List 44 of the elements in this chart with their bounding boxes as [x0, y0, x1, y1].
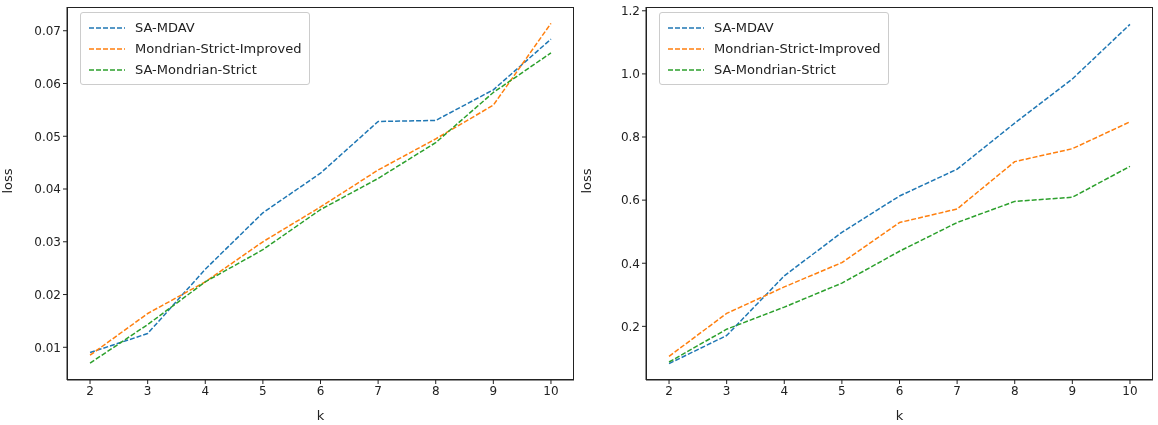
- y-tick-label: 0.2: [620, 319, 640, 334]
- x-tick-label: 6: [895, 383, 904, 398]
- x-axis-title: k: [316, 408, 325, 423]
- x-tick-label: 6: [316, 383, 325, 398]
- x-tick-label: 8: [1010, 383, 1019, 398]
- y-tick-label: 0.06: [34, 76, 61, 91]
- y-tick-label: 0.04: [34, 182, 61, 197]
- y-axis-title: loss: [578, 168, 594, 194]
- x-tick-label: 4: [201, 383, 210, 398]
- x-tick-label: 4: [780, 383, 789, 398]
- line-series: [668, 165, 1131, 363]
- y-tick-label: 0.8: [620, 130, 640, 145]
- y-tick-label: 0.01: [34, 340, 61, 355]
- line-series: [668, 121, 1131, 358]
- y-tick-label: 0.03: [34, 235, 61, 250]
- x-tick-label: 10: [543, 383, 559, 398]
- x-tick-label: 7: [953, 383, 961, 398]
- x-tick-label: 2: [665, 383, 673, 398]
- x-tick-label: 10: [1122, 383, 1138, 398]
- y-tick-label: 1.2: [620, 4, 640, 19]
- x-tick-label: 3: [143, 383, 152, 398]
- x-tick-label: 8: [431, 383, 440, 398]
- y-tick-label: 0.02: [34, 287, 61, 302]
- line-series: [668, 23, 1131, 365]
- x-tick-label: 5: [838, 383, 846, 398]
- x-tick-label: 3: [722, 383, 731, 398]
- x-tick-label: 2: [86, 383, 94, 398]
- x-tick-label: 9: [1068, 383, 1077, 398]
- y-tick-label: 0.05: [34, 129, 61, 144]
- x-tick-label: 5: [259, 383, 267, 398]
- legend-label: Mondrian-Strict-Improved: [135, 41, 302, 56]
- y-tick-label: 1.0: [620, 67, 640, 82]
- legend-label: SA-MDAV: [714, 20, 774, 35]
- x-tick-label: 9: [489, 383, 498, 398]
- legend-label: Mondrian-Strict-Improved: [714, 41, 881, 56]
- legend-label: SA-Mondrian-Strict: [714, 62, 836, 77]
- y-tick-label: 0.6: [620, 193, 640, 208]
- legend-label: SA-MDAV: [135, 20, 195, 35]
- y-tick-label: 0.4: [620, 256, 640, 271]
- y-axis-title: loss: [0, 168, 15, 194]
- legend-label: SA-Mondrian-Strict: [135, 62, 257, 77]
- x-axis-title: k: [895, 408, 904, 423]
- x-tick-label: 7: [374, 383, 382, 398]
- y-tick-label: 0.07: [34, 24, 61, 38]
